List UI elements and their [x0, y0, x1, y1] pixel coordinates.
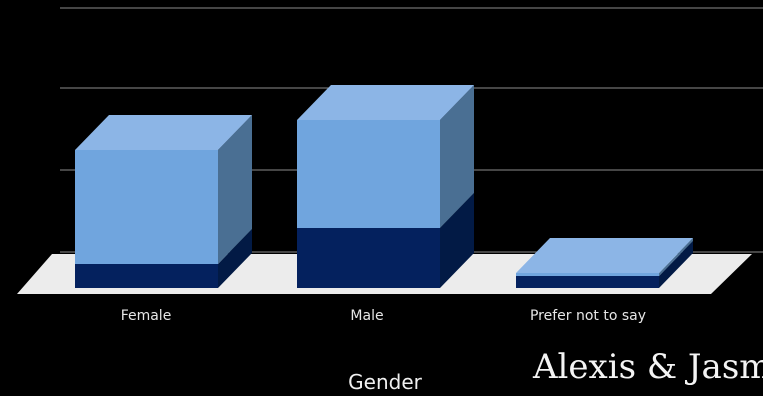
bar-top-0 [75, 115, 252, 150]
bar-group-0 [75, 115, 252, 288]
bar-side-1-0 [440, 193, 474, 288]
category-label-2: Prefer not to say [530, 308, 646, 324]
bar-group-1 [297, 85, 474, 288]
bar-front-1-0 [297, 228, 440, 288]
bar-top-2 [516, 238, 693, 273]
bar-side-0-1 [218, 115, 252, 264]
signature-annotation: Alexis & Jasm [532, 347, 763, 387]
bar-front-1-1 [297, 120, 440, 228]
bar-side-2-0 [659, 241, 693, 288]
bar-front-2-1 [516, 273, 659, 276]
bar-top-1 [297, 85, 474, 120]
bar-group-2 [516, 238, 693, 288]
bar-front-0-1 [75, 150, 218, 264]
bar-front-2-0 [516, 276, 659, 288]
category-label-1: Male [350, 308, 383, 324]
bar-side-1-1 [440, 85, 474, 228]
bar-side-2-1 [659, 238, 693, 276]
bar-front-0-0 [75, 264, 218, 288]
x-axis-title: Gender [348, 370, 422, 394]
bars [75, 85, 693, 288]
bar-side-0-0 [218, 229, 252, 288]
category-label-0: Female [121, 308, 172, 324]
category-labels: Female Male Prefer not to say [121, 308, 646, 324]
